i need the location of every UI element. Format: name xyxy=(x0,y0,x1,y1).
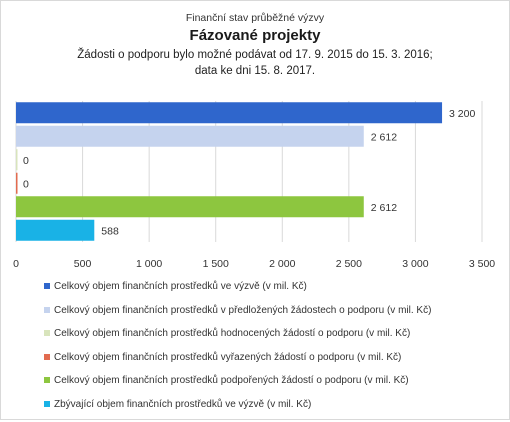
x-tick-label: 1 000 xyxy=(136,258,162,270)
legend-label: Celkový objem finančních prostředků podp… xyxy=(54,375,409,387)
legend-swatch xyxy=(44,330,50,337)
bar xyxy=(16,149,18,171)
chart-title: Fázované projekty xyxy=(189,27,321,44)
legend-item: Celkový objem finančních prostředků v př… xyxy=(44,304,431,328)
chart-subtitle-line-1: Žádosti o podporu bylo možné podávat od … xyxy=(77,49,433,61)
bar-value-label: 0 xyxy=(23,178,29,190)
bar-value-label: 2 612 xyxy=(371,202,397,214)
chart-supertitle: Finanční stav průběžné výzvy xyxy=(185,12,325,24)
bar xyxy=(16,102,443,124)
legend-item: Celkový objem finančních prostředků hodn… xyxy=(44,327,431,351)
bar xyxy=(16,172,18,194)
legend-label: Celkový objem finančních prostředků ve v… xyxy=(54,281,307,292)
bar xyxy=(16,219,95,241)
x-tick-label: 3 500 xyxy=(469,258,495,270)
bar xyxy=(16,196,364,218)
legend-swatch xyxy=(44,353,50,360)
x-tick-label: 2 000 xyxy=(269,258,295,270)
chart-subtitle-line-2: data ke dni 15. 8. 2017. xyxy=(194,65,316,77)
legend-label: Celkový objem finančních prostředků vyřa… xyxy=(54,351,402,363)
legend-swatch xyxy=(44,377,50,384)
x-tick-label: 0 xyxy=(13,258,19,270)
legend-item: Celkový objem finančních prostředků vyřa… xyxy=(44,351,431,375)
bar xyxy=(16,125,364,147)
legend-swatch xyxy=(44,306,50,313)
legend-item: Zbývající objem finančních prostředků ve… xyxy=(44,398,431,422)
bar-value-label: 588 xyxy=(101,225,119,237)
bar-value-label: 3 200 xyxy=(449,108,475,120)
legend-label: Zbývající objem finančních prostředků ve… xyxy=(54,398,312,410)
legend-swatch xyxy=(44,400,50,407)
x-tick-label: 1 500 xyxy=(203,258,229,270)
bar-value-label: 2 612 xyxy=(371,131,397,143)
x-tick-label: 500 xyxy=(74,258,92,270)
legend-swatch xyxy=(44,283,50,289)
legend-item: Celkový objem finančních prostředků ve v… xyxy=(44,280,431,304)
bar-chart-plot: 0 500 1 000 1 500 2 000 2 500 3 000 3 500 3 200 2… xyxy=(13,101,495,270)
x-tick-label: 3 000 xyxy=(402,258,428,270)
x-tick-label: 2 500 xyxy=(336,258,362,270)
legend-item: Celkový objem finančních prostředků podp… xyxy=(44,374,431,398)
legend-label: Celkový objem finančních prostředků hodn… xyxy=(54,328,411,340)
legend-label: Celkový objem finančních prostředků v př… xyxy=(54,304,432,316)
chart-legend: Celkový objem finančních prostředků ve v… xyxy=(44,280,431,422)
bar-value-label: 0 xyxy=(23,155,29,167)
